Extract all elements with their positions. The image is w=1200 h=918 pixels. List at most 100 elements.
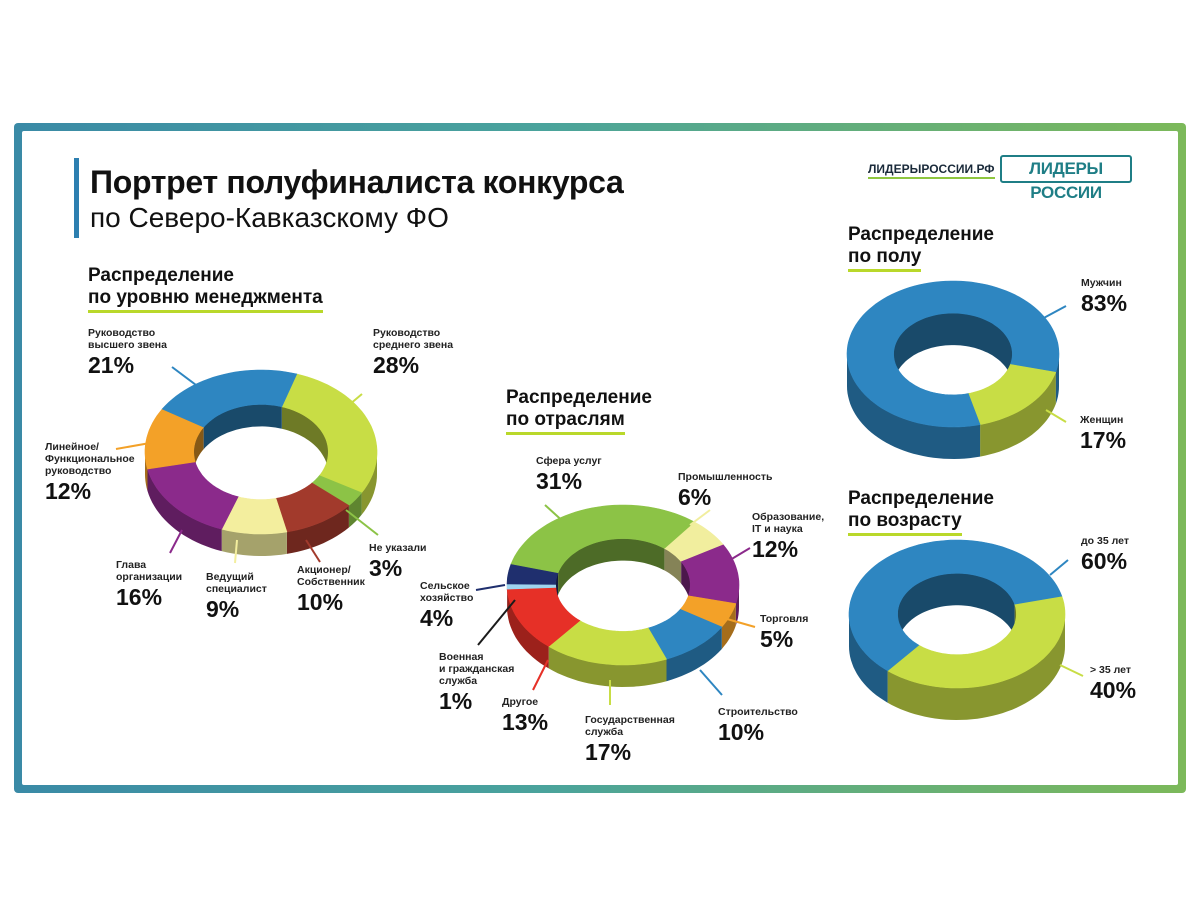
label-military-civil-service: Военная и гражданская служба 1%	[439, 651, 515, 714]
leader-line-18	[1049, 559, 1069, 576]
leader-line-19	[1059, 664, 1084, 677]
donut-1-slice-2-outer-wall	[721, 603, 736, 649]
leader-line-7	[544, 504, 568, 526]
donut-0-slice-3-outer-wall	[221, 529, 287, 556]
industry-title-line2: по отраслям	[506, 409, 625, 435]
leader-line-6	[345, 509, 379, 536]
value-construction: 10%	[718, 719, 765, 745]
donut-0-slice-0-outer-wall	[361, 452, 377, 515]
leader-line-9	[729, 547, 751, 561]
value-under-35: 60%	[1081, 548, 1128, 574]
label-trade: Торговля 5%	[760, 613, 809, 652]
donut-0-slice-1-outer-wall	[348, 492, 362, 528]
donut-3-slice-1-inner-wall	[897, 573, 1015, 646]
donut-2-slice-0-outer-wall	[980, 371, 1056, 457]
label-government: Государственная служба 17%	[585, 714, 675, 765]
label-lead-specialist: Ведущий специалист 9%	[206, 571, 267, 622]
leader-line-14	[477, 599, 516, 646]
value-middle-management: 28%	[373, 352, 420, 378]
value-military-civil-service: 1%	[439, 688, 473, 714]
value-trade: 5%	[760, 626, 794, 652]
label-education-it: Образование, IT и наука 12%	[752, 511, 825, 562]
donut-chart-3	[848, 539, 1066, 720]
infographic-frame	[14, 123, 1186, 793]
gender-title-line2: по полу	[848, 246, 922, 272]
donut-3-slice-1	[848, 539, 1063, 672]
donut-0-slice-0-inner-wall	[281, 406, 329, 474]
label-other: Другое 13%	[502, 696, 549, 735]
leader-line-16	[1039, 305, 1067, 321]
label-middle-management: Руководство среднего звена 28%	[373, 327, 454, 378]
label-under-35: до 35 лет 60%	[1081, 535, 1129, 574]
donut-2-slice-1-inner-wall	[893, 313, 1013, 386]
donut-chart-2	[846, 280, 1060, 459]
gender-title-line1: Распределение	[848, 224, 994, 245]
value-government: 17%	[585, 739, 632, 765]
value-head-of-organization: 16%	[116, 584, 163, 610]
donut-0-slice-5-inner-wall	[193, 427, 204, 474]
donut-chart-0	[144, 369, 378, 556]
donut-1-slice-8	[510, 504, 695, 574]
page-subtitle: по Северо-Кавказскому ФО	[90, 202, 449, 233]
value-agriculture: 4%	[420, 605, 454, 631]
brand-logo: ЛИДЕРЫ РОССИИ	[1000, 155, 1132, 202]
leader-line-13	[532, 659, 549, 691]
value-industry: 6%	[678, 484, 712, 510]
label-men: Мужчин 83%	[1081, 277, 1128, 316]
leader-line-2	[115, 442, 151, 450]
value-owner: 10%	[297, 589, 344, 615]
donut-3-slice-1-outer-wall	[849, 614, 888, 703]
donut-0-slice-6-inner-wall	[203, 404, 282, 450]
gender-chart-title: Распределение по полу	[848, 224, 994, 272]
value-other: 13%	[502, 709, 549, 735]
age-title-line1: Распределение	[848, 488, 994, 509]
leader-line-17	[1045, 409, 1067, 423]
donut-1-slice-4-outer-wall	[548, 646, 667, 687]
donut-2-slice-1-outer-wall	[1055, 354, 1059, 404]
label-agriculture: Сельское хозяйство 4%	[420, 580, 474, 631]
industry-title-line1: Распределение	[506, 387, 652, 408]
leader-line-0	[171, 366, 197, 386]
value-women: 17%	[1080, 427, 1127, 453]
leader-line-4	[234, 539, 238, 564]
donut-chart-1	[506, 504, 740, 687]
donut-1-slice-0-inner-wall	[664, 548, 682, 584]
donut-0-slice-4-outer-wall	[147, 469, 222, 552]
value-over-35: 40%	[1090, 677, 1137, 703]
page-title: Портрет полуфиналиста конкурса	[90, 164, 624, 200]
donut-2-slice-1-outer-wall	[847, 354, 981, 459]
leader-line-10	[719, 616, 756, 628]
mgmt-chart-title: Распределение по уровню менеджмента	[88, 265, 323, 313]
donut-1-slice-5-outer-wall	[507, 589, 549, 669]
value-not-specified: 3%	[369, 555, 403, 581]
value-education-it: 12%	[752, 536, 799, 562]
leader-line-5	[305, 539, 321, 563]
value-men: 83%	[1081, 290, 1128, 316]
label-top-management: Руководство высшего звена 21%	[88, 327, 167, 378]
donut-1-slice-8-inner-wall	[558, 538, 665, 595]
label-construction: Строительство 10%	[718, 706, 798, 745]
label-owner: Акционер/Собственник 10%	[297, 564, 365, 615]
label-industry: Промышленность 6%	[678, 471, 773, 510]
mgmt-title-line1: Распределение	[88, 265, 234, 286]
value-top-management: 21%	[88, 352, 135, 378]
label-line-management: Линейное/Функциональное руководство 12%	[45, 441, 135, 504]
site-link[interactable]: ЛИДЕРЫРОССИИ.РФ	[868, 162, 995, 179]
donut-3-slice-0-outer-wall	[887, 614, 1065, 720]
leader-line-15	[475, 584, 506, 591]
industry-chart-title: Распределение по отраслям	[506, 387, 652, 435]
leader-line-8	[689, 509, 711, 526]
label-services: Сфера услуг 31%	[536, 455, 602, 494]
value-line-management: 12%	[45, 478, 92, 504]
donut-1-slice-1-inner-wall	[681, 561, 691, 607]
leader-line-3	[169, 529, 183, 554]
label-head-of-organization: Глава организации 16%	[116, 559, 183, 610]
label-over-35: > 35 лет 40%	[1090, 664, 1137, 703]
leader-line-1	[342, 393, 363, 411]
label-not-specified: Не указали 3%	[369, 542, 427, 581]
mgmt-title-line2: по уровню менеджмента	[88, 287, 323, 313]
value-services: 31%	[536, 468, 583, 494]
label-women: Женщин 17%	[1080, 414, 1127, 453]
title-accent-bar	[74, 158, 79, 238]
